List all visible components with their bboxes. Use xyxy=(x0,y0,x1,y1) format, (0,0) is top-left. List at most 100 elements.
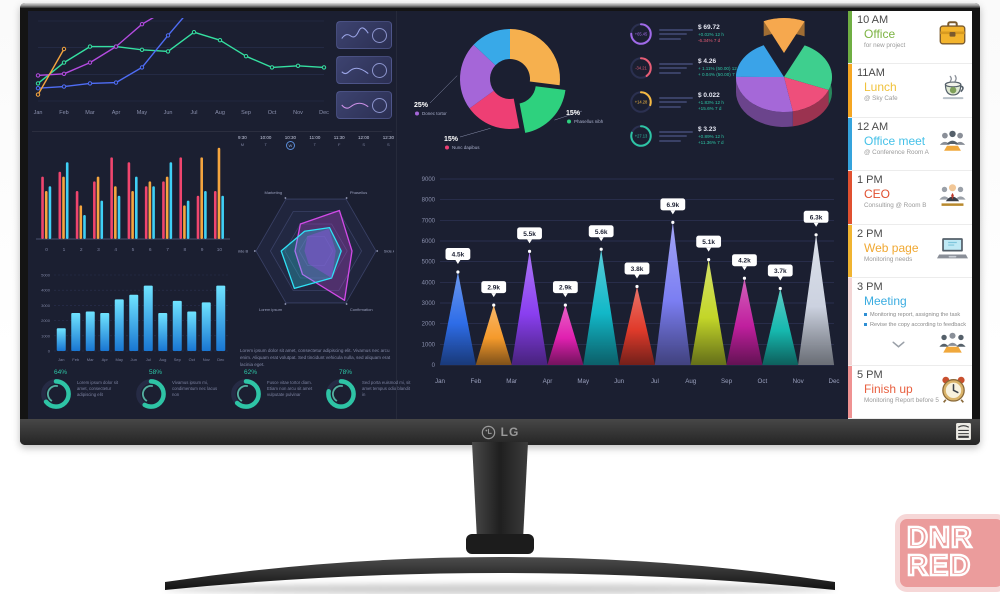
svg-text:9000: 9000 xyxy=(422,177,436,183)
schedule-item-ceo[interactable]: 1 PM CEO Consulting @ Room B xyxy=(848,171,972,225)
schedule-item-meeting[interactable]: 3 PM Meeting Monitoring report, assigning … xyxy=(848,278,972,366)
meeting-icon xyxy=(937,329,968,361)
time-slot[interactable]: 11:00 T xyxy=(309,135,320,153)
stat-change-7d: +11.36% 7 d xyxy=(698,140,724,146)
percent-badge xyxy=(372,28,387,43)
svg-text:Oct: Oct xyxy=(268,110,277,116)
svg-text:Feb: Feb xyxy=(72,357,80,362)
slot-time: 10:30 xyxy=(284,135,297,140)
time-slot[interactable]: 11:30 F xyxy=(334,135,345,153)
svg-text:1000: 1000 xyxy=(41,333,51,338)
event-body: 3 PM Meeting Monitoring report, assigning … xyxy=(852,278,972,364)
svg-text:3000: 3000 xyxy=(422,301,436,307)
stat-values: $ 4.26 + 1.11% (50.00) 12 h + 0.04% (50.00… xyxy=(698,58,741,79)
line-chart: Jan Feb Mar Apr May Jun Jul Aug Sep Oct Nov Dec xyxy=(34,18,329,116)
event-body: 5 PM Finish up Monitoring Report before 5 xyxy=(852,366,972,418)
event-subtitle: for new project xyxy=(864,42,906,49)
event-subtitle: @ Sky Cafe xyxy=(864,95,898,103)
crypto-stat-row[interactable]: -34.21 $ 4.26 + 1.11% (50.00) 12 h + 0.04% … xyxy=(628,55,758,81)
schedule-item-web-page[interactable]: 2 PM Web page Monitoring needs xyxy=(848,224,972,279)
watermark-line2: RED xyxy=(906,550,972,582)
svg-text:+27.13: +27.13 xyxy=(635,134,648,139)
svg-text:5.1k: 5.1k xyxy=(702,239,715,246)
svg-text:Apr: Apr xyxy=(543,378,553,385)
stat-change-7d: + 0.04% (50.00) 7 d xyxy=(698,72,739,78)
svg-text:Apr: Apr xyxy=(112,110,121,116)
event-time: 10 AM xyxy=(857,14,889,26)
time-slot[interactable]: 10:00 T xyxy=(260,135,271,153)
event-title: Lunch xyxy=(864,80,897,95)
schedule-item-office[interactable]: 10 AM Office for new project xyxy=(848,11,972,65)
chevron-down-icon[interactable] xyxy=(857,335,940,353)
event-title: Office meet xyxy=(864,133,926,148)
event-time: 5 PM xyxy=(857,368,883,381)
stat-card[interactable] xyxy=(336,56,392,84)
svg-text:9: 9 xyxy=(201,247,204,253)
lg-emblem-icon xyxy=(481,425,495,439)
schedule-item-lunch[interactable]: 11AM Lunch @ Sky Cafe xyxy=(848,64,972,118)
stat-price: $ 3.23 xyxy=(698,125,717,133)
radar-chart: Marketing Phasellus Side A Confirmation Lore… xyxy=(238,190,394,312)
svg-text:3.7k: 3.7k xyxy=(774,268,787,275)
svg-text:Jun: Jun xyxy=(131,357,137,362)
gauge-caption: Fusce vitae tortor diam. Etiam non arcu … xyxy=(267,380,313,398)
svg-text:Mar: Mar xyxy=(85,110,95,116)
crypto-stat-row[interactable]: +65.45 $ 69.72 +0.02% 12 h -6.34% 7 d xyxy=(628,21,758,47)
event-title: Office xyxy=(864,27,896,41)
svg-text:Jul: Jul xyxy=(190,110,197,116)
stat-ring-icon: +14.28 xyxy=(630,91,652,113)
svg-text:4000: 4000 xyxy=(422,280,436,286)
energy-label xyxy=(956,423,971,440)
stand-base xyxy=(165,557,835,590)
monitor-top-edge xyxy=(20,3,980,8)
time-slot[interactable]: 12:30 S xyxy=(383,135,394,153)
event-bullet: Monitoring report, assigning the task xyxy=(864,312,970,318)
sparkline-icon xyxy=(341,67,369,75)
svg-text:Apr: Apr xyxy=(102,357,109,362)
slot-day: M xyxy=(240,142,245,147)
time-slot[interactable]: 9:30 M xyxy=(238,135,247,153)
panel-left: Jan Feb Mar Apr May Jun Jul Aug Sep Oct Nov Dec xyxy=(28,11,410,419)
monthly-peaks-chart: 0 1000 2000 3000 4000 5000 6000 7000 8000 9000 4.5… xyxy=(422,177,840,385)
svg-text:Oct: Oct xyxy=(758,378,768,385)
svg-text:+14.28: +14.28 xyxy=(635,100,648,105)
svg-text:0: 0 xyxy=(48,349,51,354)
bullet-text: Monitoring report, assigning the task xyxy=(870,312,961,319)
stat-card[interactable] xyxy=(336,21,392,49)
event-subtitle: Monitoring Report before 5 xyxy=(864,396,939,404)
schedule-item-finish-up[interactable]: 5 PM Finish up Monitoring Report before 5 xyxy=(848,365,972,419)
stat-card[interactable] xyxy=(336,91,392,119)
crypto-stat-row[interactable]: +14.28 $ 0.022 +1.83% 12 h +15.6% 7 d xyxy=(628,89,758,115)
svg-text:1000: 1000 xyxy=(422,342,436,348)
floor-shadow xyxy=(165,584,835,594)
svg-text:3: 3 xyxy=(97,247,100,253)
time-slot[interactable]: 10:30 W xyxy=(285,135,296,153)
progress-gauge: 58% Vivamus ipsum mi, condimentum nec lac… xyxy=(129,369,224,415)
gauge-caption: Vivamus ipsum mi, condimentum nec lacus … xyxy=(172,380,218,398)
lg-wordmark: LG xyxy=(500,425,520,439)
svg-text:Oct: Oct xyxy=(189,357,196,362)
gauge-ring-icon xyxy=(41,379,71,409)
svg-text:4.2k: 4.2k xyxy=(738,258,751,265)
event-body: 11AM Lunch @ Sky Cafe xyxy=(852,64,972,116)
slot-day: F xyxy=(337,142,341,147)
stat-ring-icon: +27.13 xyxy=(630,125,652,147)
schedule-item-office-meet[interactable]: 12 AM Office meet @ Conference Room A xyxy=(848,117,972,172)
event-body: 10 AM Office for new project xyxy=(852,11,972,63)
svg-text:Sep: Sep xyxy=(174,357,182,362)
svg-text:2.9k: 2.9k xyxy=(559,285,572,292)
radar-caption: Lorem ipsum dolor sit amet, consectetur … xyxy=(240,348,391,367)
svg-text:Nunc dapibus: Nunc dapibus xyxy=(452,145,480,150)
event-color-strip xyxy=(848,171,852,224)
crypto-stat-row[interactable]: +27.13 $ 3.23 +0.89% 12 h +11.36% 7 d xyxy=(628,123,758,149)
stat-change-7d: +15.6% 7 d xyxy=(698,106,722,112)
bottom-bezel: LG xyxy=(20,419,980,445)
event-subtitle: Consulting @ Room B xyxy=(864,202,927,210)
svg-text:Jan: Jan xyxy=(58,357,64,362)
event-color-strip xyxy=(848,278,852,365)
svg-text:5.5k: 5.5k xyxy=(523,231,536,238)
svg-text:Donec tortor: Donec tortor xyxy=(422,111,447,116)
svg-text:-34.21: -34.21 xyxy=(635,66,647,71)
alarm-clock-icon xyxy=(939,375,968,409)
time-slot[interactable]: 12:00 S xyxy=(358,135,369,153)
